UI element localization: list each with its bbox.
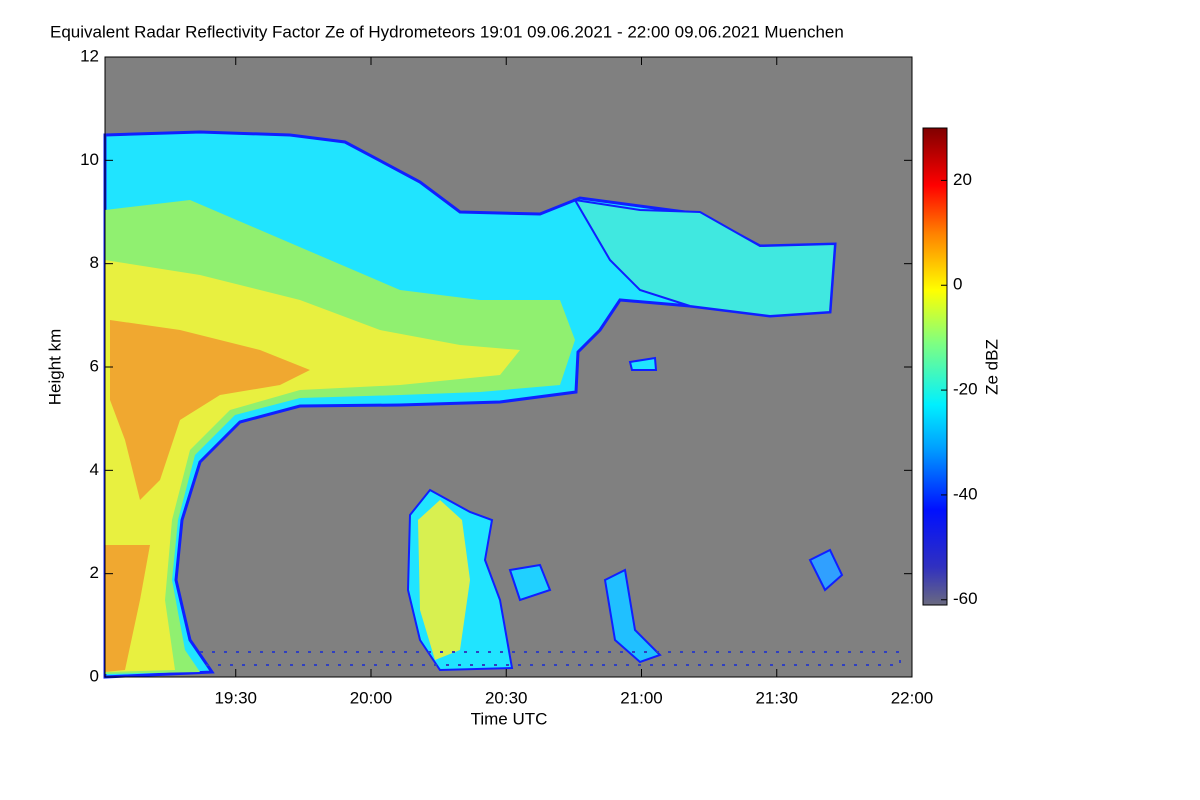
colorbar xyxy=(922,127,948,606)
x-tick-label: 20:00 xyxy=(350,688,393,707)
x-tick-label: 19:30 xyxy=(214,688,257,707)
y-axis-label: Height km xyxy=(45,329,64,406)
colorbar-tick-label: -20 xyxy=(953,380,978,399)
y-tick-label: 8 xyxy=(90,253,99,272)
x-tick-label: 21:00 xyxy=(620,688,663,707)
x-tick-label: 20:30 xyxy=(485,688,528,707)
radar-field xyxy=(103,130,901,679)
y-tick-label: 10 xyxy=(80,150,99,169)
chart-title: Equivalent Radar Reflectivity Factor Ze … xyxy=(50,22,844,41)
x-tick-label: 21:30 xyxy=(755,688,798,707)
y-tick-label: 6 xyxy=(90,356,99,375)
colorbar-tick-label: -60 xyxy=(953,589,978,608)
colorbar-tick-label: 20 xyxy=(953,170,972,189)
axes xyxy=(104,56,913,678)
y-tick-label: 2 xyxy=(90,563,99,582)
y-tick-label: 4 xyxy=(90,460,99,479)
x-axis-label: Time UTC xyxy=(471,709,548,728)
colorbar-label: Ze dBZ xyxy=(982,339,1001,395)
y-tick-label: 0 xyxy=(90,666,99,685)
y-tick-label: 12 xyxy=(80,46,99,65)
colorbar-tick-label: 0 xyxy=(953,275,962,294)
colorbar-tick-label: -40 xyxy=(953,484,978,503)
x-tick-label: 22:00 xyxy=(891,688,934,707)
